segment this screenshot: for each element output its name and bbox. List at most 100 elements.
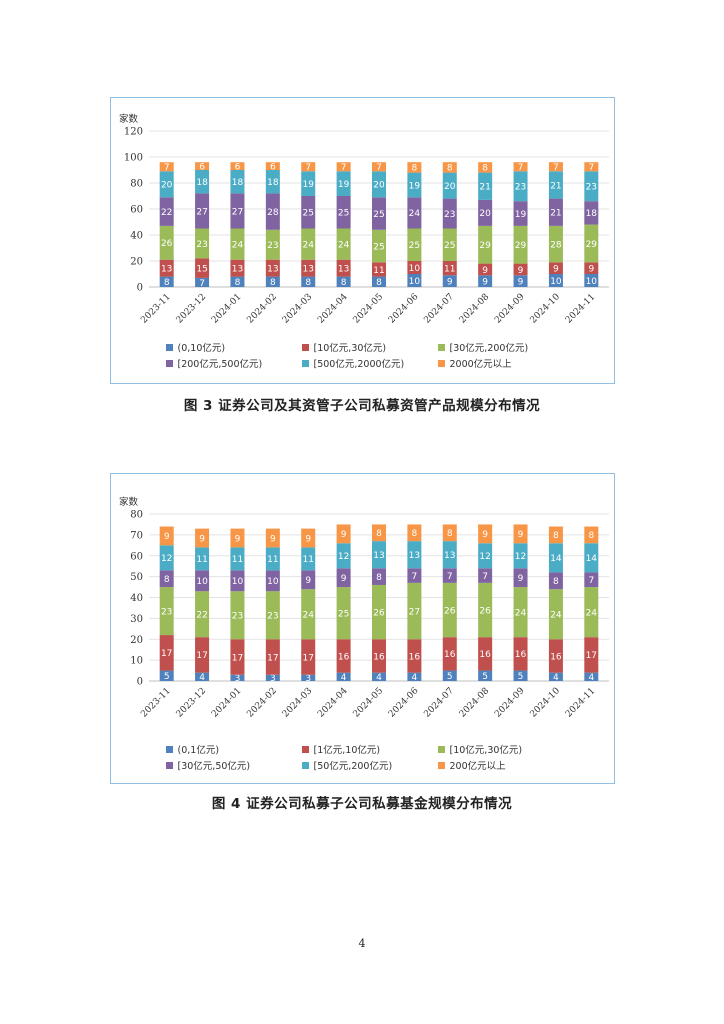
chart-4-legend-item: 200亿元以上 <box>437 758 560 772</box>
chart-3-bar-segment <box>265 259 280 277</box>
chart-4-bar-segment <box>548 672 563 681</box>
chart-3-bar-segment <box>159 171 174 198</box>
chart-3-bar-segment <box>513 225 528 264</box>
chart-3-data-label: 27 <box>232 207 243 217</box>
chart-3-x-tick-label: 2024-03 <box>281 292 315 326</box>
chart-3-bar-segment <box>442 172 457 199</box>
chart-4-data-label: 23 <box>161 607 172 617</box>
chart-4-bar-segment <box>407 568 422 583</box>
chart-4-y-tick-label: 20 <box>130 635 143 646</box>
chart-4-legend-row: (0,1亿元) [1亿元,10亿元) [10亿元,30亿元) <box>111 741 614 757</box>
chart-3-legend-label: [10亿元,30亿元) <box>313 343 387 354</box>
chart-4-data-label: 24 <box>303 611 315 621</box>
chart-3-bar-segment <box>442 162 457 173</box>
chart-4-bar-segment <box>372 524 386 542</box>
chart-3-data-label: 25 <box>444 241 455 251</box>
chart-4-bar-segment <box>478 670 493 681</box>
chart-4-data-label: 4 <box>376 673 382 683</box>
chart-3-data-label: 22 <box>161 208 172 218</box>
chart-4-data-label: 4 <box>412 673 418 683</box>
chart-4-bar-segment <box>336 672 351 681</box>
chart-3-data-label: 7 <box>341 163 347 173</box>
chart-3-bar-segment <box>265 276 280 287</box>
chart-3-bar-segment <box>513 171 528 202</box>
chart-4-data-label: 8 <box>376 529 382 539</box>
chart-3-x-tick-label: 2024-08 <box>458 292 492 326</box>
chart-4-bar-segment <box>265 570 280 592</box>
chart-4-data-label: 8 <box>588 531 594 541</box>
chart-3-data-label: 9 <box>482 266 488 276</box>
chart-3-data-label: 8 <box>270 278 276 288</box>
chart-4-data-label: 13 <box>373 551 384 561</box>
chart-4-legend-row: [30亿元,50亿元) [50亿元,200亿元) 200亿元以上 <box>111 757 614 773</box>
chart-4-data-label: 22 <box>196 611 207 621</box>
chart-4-bar-segment <box>195 528 210 548</box>
chart-3-y-tick-label: 120 <box>124 127 143 138</box>
chart-3-data-label: 7 <box>305 163 311 173</box>
chart-3-bar-segment <box>265 193 280 230</box>
chart-3-data-label: 9 <box>553 264 559 274</box>
chart-3-data-label: 29 <box>586 240 598 250</box>
chart-3-legend-item: [10亿元,30亿元) <box>301 340 424 354</box>
chart-4-data-label: 12 <box>515 552 526 562</box>
chart-3-bar-segment <box>230 259 245 277</box>
chart-4-x-tick-label: 2024-09 <box>493 686 527 720</box>
chart-4-bar-segment <box>195 672 210 681</box>
chart-4-data-label: 8 <box>376 573 382 583</box>
chart-4-bar-segment <box>301 674 316 681</box>
chart-3-legend-swatch <box>437 343 445 351</box>
page-number: 4 <box>358 937 366 950</box>
chart-3-x-tick-label: 2024-07 <box>422 292 456 326</box>
chart-3-bar-segment <box>265 162 280 170</box>
chart-3-data-label: 21 <box>479 183 490 193</box>
chart-4-data-label: 16 <box>373 652 385 662</box>
chart-4-data-label: 8 <box>412 529 418 539</box>
chart-4-legend-label: [1亿元,10亿元) <box>313 745 381 756</box>
chart-4-x-tick-label: 2024-10 <box>529 686 563 720</box>
chart-3-bar-segment <box>195 258 210 278</box>
chart-3-data-label: 20 <box>373 181 385 191</box>
chart-4-legend-item: (0,1亿元) <box>165 742 288 756</box>
chart-3-bar-segment <box>230 193 245 229</box>
chart-4-data-label: 23 <box>232 612 243 622</box>
chart-3-data-label: 28 <box>550 240 562 250</box>
chart-4-bar-segment <box>513 670 528 681</box>
chart-3-bar-segment <box>159 197 174 226</box>
chart-4-data-label: 17 <box>586 651 597 661</box>
chart-3-bar-segment <box>548 162 563 172</box>
chart-3-x-tick-label: 2024-04 <box>316 292 350 326</box>
chart-3-bar-segment <box>336 276 351 287</box>
chart-3-legend-label: [200亿元,500亿元) <box>177 359 263 370</box>
chart-3-data-label: 28 <box>267 208 279 218</box>
chart-4-legend-item: [50亿元,200亿元) <box>301 758 424 772</box>
chart-4-legend-swatch <box>301 761 309 769</box>
chart-3-legend-swatch <box>301 359 309 367</box>
chart-4-data-label: 12 <box>161 554 172 564</box>
chart-3-data-label: 6 <box>199 162 205 172</box>
chart-4-bar-segment <box>301 639 316 675</box>
chart-3-bar-segment <box>548 225 563 263</box>
chart-3-data-label: 9 <box>447 277 453 287</box>
chart-4-y-tick-label: 50 <box>130 572 143 583</box>
chart-3-legend-swatch <box>165 343 173 351</box>
chart-3-bar-segment <box>159 259 174 277</box>
chart-3-data-label: 27 <box>196 207 207 217</box>
chart-3-bar-segment <box>230 162 245 170</box>
chart-3-legend-label: 2000亿元以上 <box>449 359 512 370</box>
chart-3-data-label: 6 <box>270 162 276 172</box>
chart-4-data-label: 16 <box>338 652 350 662</box>
chart-3-bar-segment <box>584 224 599 263</box>
chart-3-data-label: 24 <box>303 240 315 250</box>
chart-4-bar-segment <box>442 582 457 638</box>
chart-3-bar-segment <box>301 196 316 229</box>
chart-4-data-label: 5 <box>482 672 488 682</box>
chart-4-data-label: 16 <box>479 650 491 660</box>
chart-4-x-tick-label: 2023-11 <box>139 686 173 720</box>
chart-3-data-label: 25 <box>303 209 314 219</box>
chart-3-bar-segment <box>442 198 457 229</box>
chart-3-bar-segment <box>548 262 563 274</box>
chart-4-data-label: 9 <box>199 534 205 544</box>
chart-4-bar-segment <box>195 547 210 571</box>
chart-3-y-tick-label: 60 <box>130 205 143 216</box>
chart-3-data-label: 18 <box>267 178 279 188</box>
